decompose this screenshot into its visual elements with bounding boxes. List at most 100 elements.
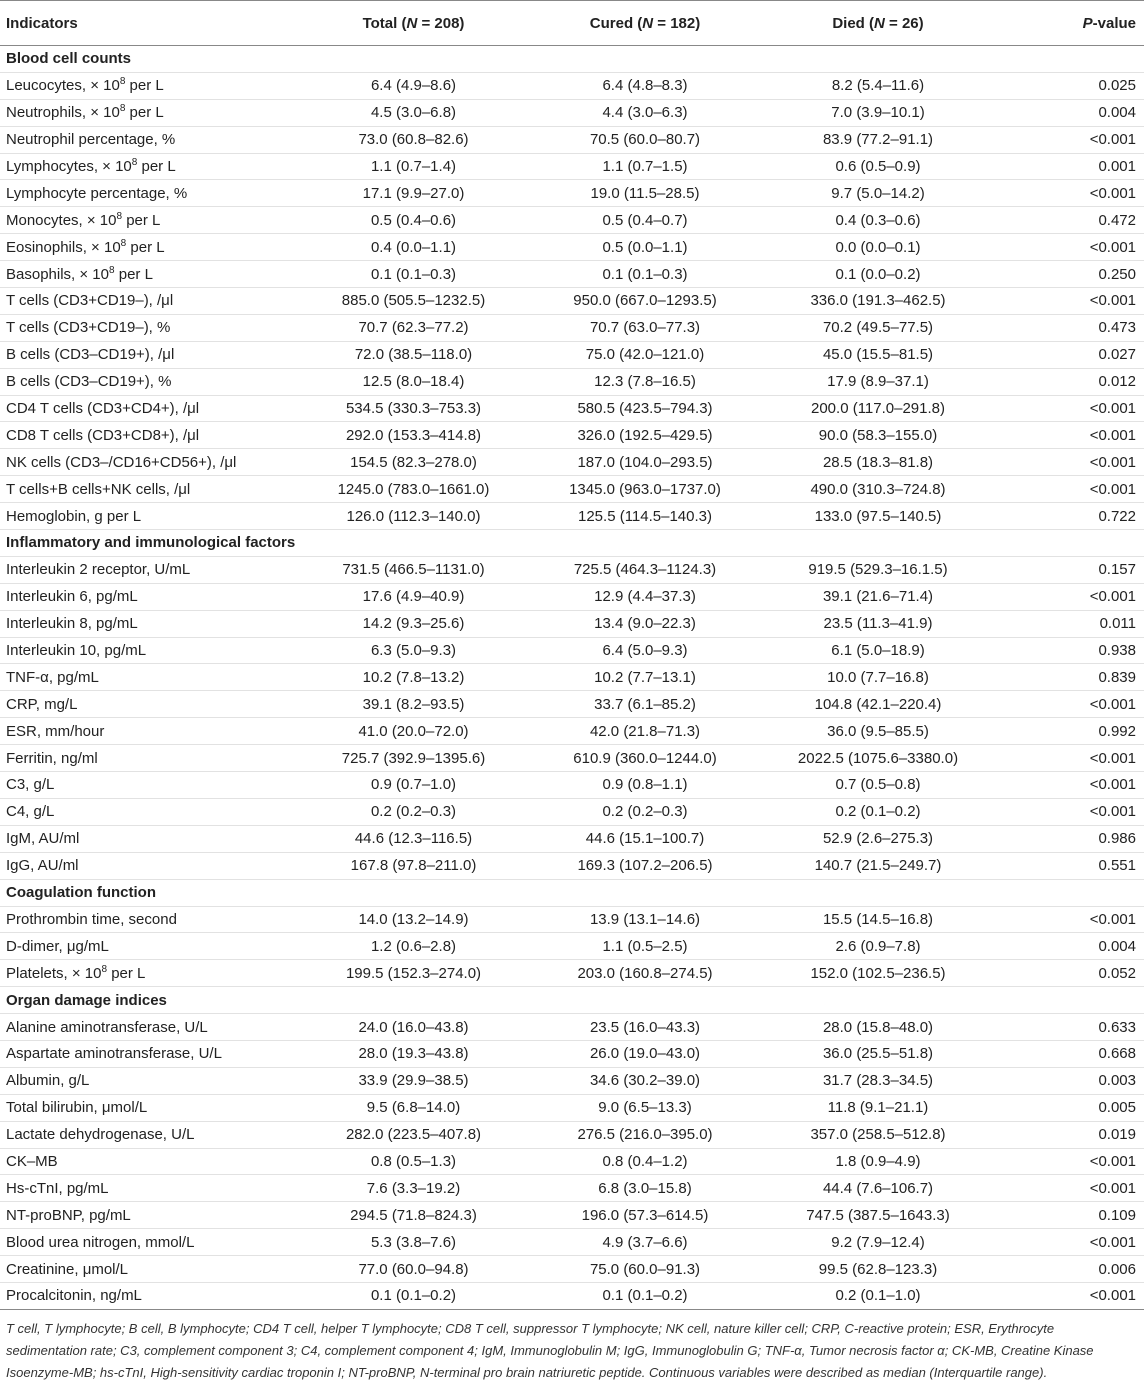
value-cell: 0.9 (0.7–1.0) (300, 771, 527, 799)
cell-text: 75.0 (42.0–121.0) (585, 346, 705, 364)
cell-text: 12.9 (4.4–37.3) (594, 588, 696, 606)
indicator-cell: Prothrombin time, second (0, 906, 300, 934)
cell-text: 152.0 (102.5–236.5) (810, 964, 946, 982)
data-row: Neutrophil percentage, % 73.0 (60.8–82.6)… (0, 126, 1144, 154)
data-row: Hs-cTnI, pg/mL 7.6 (3.3–19.2) 6.8 (3.0–15.… (0, 1174, 1144, 1203)
value-cell: <0.001 (993, 395, 1144, 423)
cell-text: 36.0 (9.5–85.5) (827, 722, 929, 740)
value-cell: 14.0 (13.2–14.9) (300, 906, 527, 934)
value-cell: <0.001 (993, 771, 1144, 799)
cell-text: D-dimer, μg/mL (6, 937, 109, 955)
indicator-cell: Interleukin 6, pg/mL (0, 583, 300, 611)
cell-text: 17.6 (4.9–40.9) (362, 588, 465, 606)
value-cell: 77.0 (60.0–94.8) (300, 1255, 527, 1283)
cell-text: Neutrophil percentage, % (6, 131, 176, 149)
data-row: Neutrophils, × 108 per L 4.5 (3.0–6.8) 4.4… (0, 99, 1144, 127)
value-cell: 1.1 (0.5–2.5) (527, 932, 763, 961)
cell-text: 19.0 (11.5–28.5) (590, 184, 700, 202)
cell-text: 45.0 (15.5–81.5) (822, 346, 934, 364)
value-cell: 1345.0 (963.0–1737.0) (527, 475, 763, 504)
cell-text: ESR, mm/hour (6, 722, 105, 740)
text-run: N (642, 14, 654, 32)
cell-text: 0.8 (0.4–1.2) (602, 1152, 688, 1170)
cell-text: Interleukin 10, pg/mL (6, 642, 147, 660)
cell-text: <0.001 (1089, 426, 1136, 444)
value-cell: 0.109 (993, 1201, 1144, 1230)
indicator-cell: Alanine aminotransferase, U/L (0, 1013, 300, 1041)
cell-text: 6.3 (5.0–9.3) (370, 642, 457, 660)
value-cell: 17.1 (9.9–27.0) (300, 179, 527, 208)
cell-text: 0.004 (1098, 104, 1136, 122)
indicator-cell: Lactate dehydrogenase, U/L (0, 1121, 300, 1149)
cell-text: 0.986 (1098, 830, 1136, 848)
cell-text: 0.4 (0.0–1.1) (370, 238, 457, 256)
cell-text: 104.8 (42.1–220.4) (814, 695, 942, 713)
cell-text: <0.001 (1089, 480, 1136, 498)
header-cell: Cured (N = 182) (527, 0, 763, 46)
value-cell: 5.3 (3.8–7.6) (300, 1228, 527, 1257)
cell-text: T cells (CD3+CD19–), % (6, 319, 171, 337)
indicator-cell: Basophils, × 108 per L (0, 260, 300, 289)
indicator-cell: Creatinine, μmol/L (0, 1255, 300, 1283)
value-cell: 0.1 (0.1–0.2) (300, 1282, 527, 1310)
cell-text: 10.2 (7.7–13.1) (594, 668, 696, 686)
value-cell: 1.1 (0.7–1.5) (527, 153, 763, 181)
value-cell: 580.5 (423.5–794.3) (527, 395, 763, 423)
value-cell: 19.0 (11.5–28.5) (527, 179, 763, 208)
cell-text: C4, g/L (6, 803, 55, 821)
cell-text: 99.5 (62.8–123.3) (818, 1260, 938, 1278)
section-title: Coagulation function (0, 879, 1144, 907)
cell-text: 17.1 (9.9–27.0) (362, 184, 465, 202)
value-cell: <0.001 (993, 1282, 1144, 1310)
text-run: Leucocytes, × 10 (6, 77, 120, 95)
value-cell: 14.2 (9.3–25.6) (300, 610, 527, 638)
cell-text: 14.0 (13.2–14.9) (358, 910, 469, 928)
cell-text: 725.7 (392.9–1395.6) (341, 749, 486, 767)
value-cell: 0.722 (993, 502, 1144, 531)
cell-text: 0.839 (1098, 668, 1136, 686)
cell-text: 70.5 (60.0–80.7) (589, 131, 701, 149)
cell-text: 203.0 (160.8–274.5) (577, 964, 713, 982)
value-cell: 44.4 (7.6–106.7) (763, 1174, 993, 1203)
cell-text: 8.2 (5.4–11.6) (831, 77, 925, 95)
cell-text: 5.3 (3.8–7.6) (370, 1233, 457, 1251)
value-cell: 0.2 (0.2–0.3) (527, 798, 763, 826)
data-row: CK–MB 0.8 (0.5–1.3) 0.8 (0.4–1.2) 1.8 (0.9–… (0, 1148, 1144, 1176)
value-cell: 4.4 (3.0–6.3) (527, 99, 763, 127)
cell-text: 885.0 (505.5–1232.5) (341, 292, 486, 310)
value-cell: 326.0 (192.5–429.5) (527, 421, 763, 450)
value-cell: 0.2 (0.1–0.2) (763, 798, 993, 826)
data-row: ESR, mm/hour 41.0 (20.0–72.0) 42.0 (21.8–7… (0, 717, 1144, 746)
value-cell: 0.003 (993, 1067, 1144, 1095)
value-cell: 6.4 (5.0–9.3) (527, 637, 763, 665)
value-cell: 0.006 (993, 1255, 1144, 1283)
value-cell: 12.3 (7.8–16.5) (527, 368, 763, 396)
text-run: per L (125, 104, 164, 122)
value-cell: 0.992 (993, 717, 1144, 746)
cell-text: 7.6 (3.3–19.2) (366, 1179, 461, 1197)
cell-text: 0.004 (1098, 937, 1136, 955)
value-cell: 276.5 (216.0–395.0) (527, 1121, 763, 1149)
value-cell: <0.001 (993, 1174, 1144, 1203)
cell-text: 6.8 (3.0–15.8) (598, 1179, 692, 1197)
cell-text: 0.2 (0.1–1.0) (835, 1287, 921, 1305)
value-cell: 75.0 (42.0–121.0) (527, 341, 763, 369)
data-row: CRP, mg/L 39.1 (8.2–93.5) 33.7 (6.1–85.2) 1… (0, 690, 1144, 719)
cell-text: T cells+B cells+NK cells, /μl (6, 480, 191, 498)
table-body: Blood cell counts Leucocytes, × 108 per L… (0, 45, 1144, 1310)
data-row: Alanine aminotransferase, U/L 24.0 (16.0–… (0, 1013, 1144, 1041)
indicator-cell: Monocytes, × 108 per L (0, 206, 300, 235)
data-row: Interleukin 10, pg/mL 6.3 (5.0–9.3) 6.4 (5… (0, 637, 1144, 665)
cell-text: 11.8 (9.1–21.1) (827, 1099, 929, 1117)
value-cell: 72.0 (38.5–118.0) (300, 341, 527, 369)
indicator-cell: Total bilirubin, μmol/L (0, 1094, 300, 1122)
text-run: Neutrophils, × 10 (6, 104, 120, 122)
value-cell: 7.6 (3.3–19.2) (300, 1174, 527, 1203)
cell-text: 9.5 (6.8–14.0) (366, 1099, 461, 1117)
text-run: 8 (120, 237, 127, 249)
text-run: Platelets, × 10 (6, 964, 102, 982)
text-run: = 26) (884, 14, 924, 32)
value-cell: 169.3 (107.2–206.5) (527, 852, 763, 880)
value-cell: 0.157 (993, 556, 1144, 584)
